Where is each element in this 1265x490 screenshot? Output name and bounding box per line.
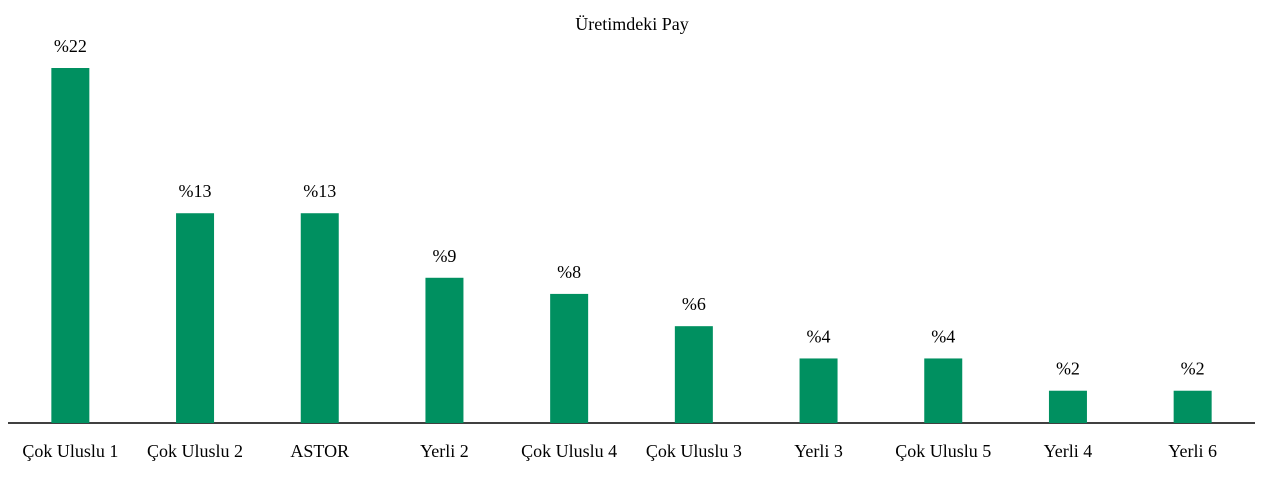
x-tick-label: Çok Uluslu 2 <box>147 441 244 461</box>
value-label: %13 <box>179 181 212 201</box>
bar <box>550 293 589 423</box>
value-label: %2 <box>1056 359 1080 379</box>
x-tick-label: Çok Uluslu 1 <box>22 441 119 461</box>
bar <box>924 358 963 423</box>
bar <box>300 213 339 423</box>
value-label: %9 <box>432 246 456 266</box>
x-tick-label: Yerli 4 <box>1043 441 1093 461</box>
bar <box>176 213 215 423</box>
x-tick-label: Çok Uluslu 3 <box>645 441 742 461</box>
value-label: %4 <box>807 326 831 346</box>
x-tick-label: Çok Uluslu 5 <box>895 441 992 461</box>
value-label: %8 <box>557 262 581 282</box>
bar <box>1048 390 1087 423</box>
bar <box>51 68 90 423</box>
value-label: %13 <box>303 181 336 201</box>
x-tick-label: Çok Uluslu 4 <box>521 441 618 461</box>
x-tick-label: Yerli 3 <box>794 441 843 461</box>
bar <box>674 326 713 423</box>
bar <box>799 358 838 423</box>
value-label: %6 <box>682 294 706 314</box>
x-tick-label: Yerli 6 <box>1168 441 1217 461</box>
x-tick-label: Yerli 2 <box>420 441 469 461</box>
bar <box>1173 390 1212 423</box>
value-label: %2 <box>1181 359 1205 379</box>
x-tick-label: ASTOR <box>290 441 350 461</box>
chart-title: Üretimdeki Pay <box>575 14 688 34</box>
bar <box>425 277 464 423</box>
value-label: %4 <box>931 326 955 346</box>
value-label: %22 <box>54 36 87 56</box>
